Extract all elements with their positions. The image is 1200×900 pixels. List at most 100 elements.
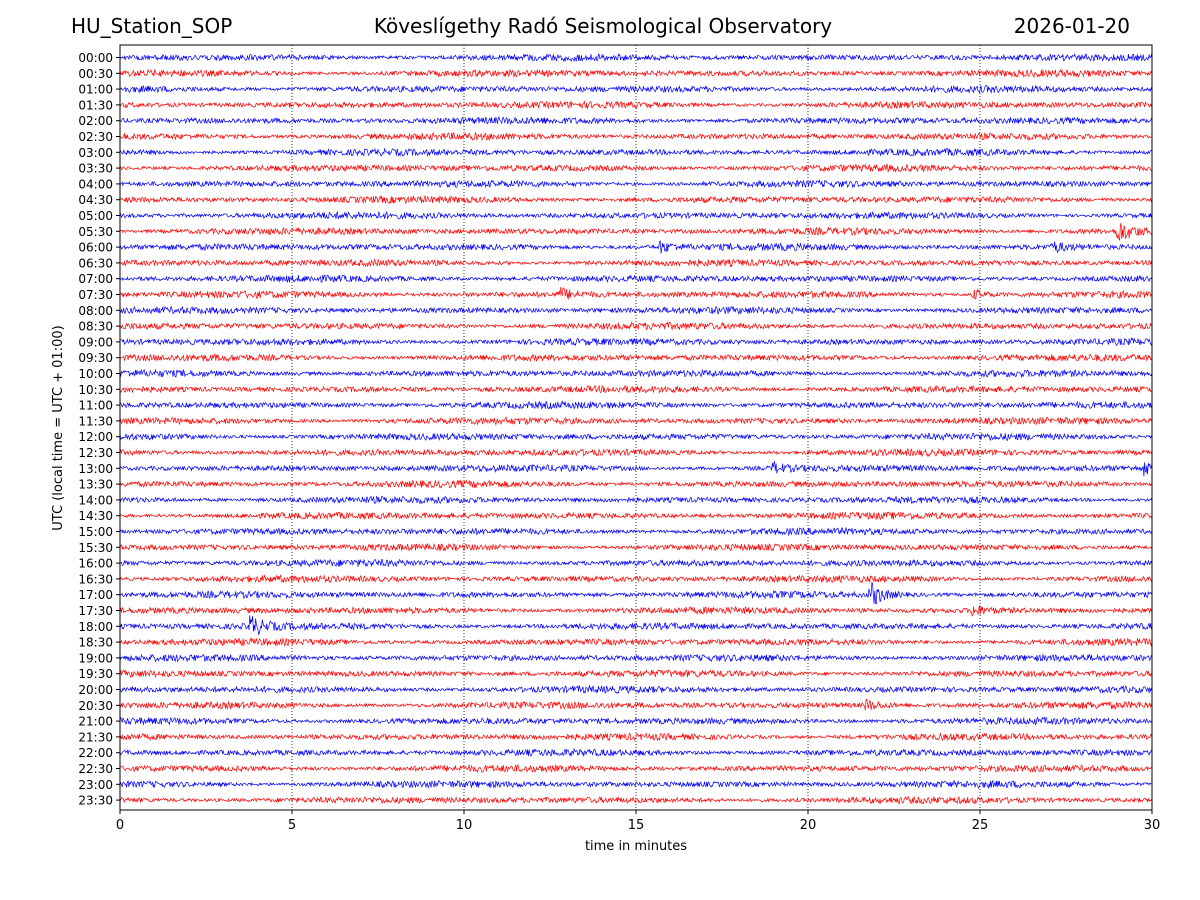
trace-1500 — [119, 526, 1153, 537]
trace-0200 — [119, 116, 1153, 126]
trace-1300 — [119, 460, 1153, 477]
y-tick-label-0530: 05:30 — [78, 225, 113, 239]
trace-1330 — [119, 479, 1153, 489]
y-tick-label-1900: 19:00 — [78, 651, 113, 665]
y-tick-label-2100: 21:00 — [78, 715, 113, 729]
y-tick-label-1630: 16:30 — [78, 572, 113, 586]
y-tick-label-0930: 09:30 — [78, 351, 113, 365]
y-tick-label-2030: 20:30 — [78, 699, 113, 713]
y-tick-label-1200: 12:00 — [78, 430, 113, 444]
y-tick-label-2300: 23:00 — [78, 778, 113, 792]
y-tick-label-0730: 07:30 — [78, 288, 113, 302]
trace-1900 — [119, 653, 1153, 663]
trace-0030 — [119, 68, 1153, 78]
y-tick-label-0400: 04:00 — [78, 177, 113, 191]
y-tick-label-1230: 12:30 — [78, 446, 113, 460]
trace-1130 — [119, 416, 1153, 426]
trace-2330 — [119, 795, 1153, 805]
trace-0930 — [119, 353, 1153, 363]
y-tick-label-1000: 10:00 — [78, 367, 113, 381]
station-label: HU_Station_SOP — [71, 14, 233, 38]
trace-1730 — [119, 605, 1153, 617]
y-tick-label-2230: 22:30 — [78, 762, 113, 776]
x-tick-label-25: 25 — [972, 818, 989, 833]
x-tick-label-0: 0 — [116, 818, 124, 833]
trace-0500 — [119, 210, 1153, 220]
trace-1530 — [119, 542, 1153, 552]
x-tick-label-10: 10 — [456, 818, 473, 833]
y-tick-label-1930: 19:30 — [78, 667, 113, 681]
trace-0700 — [119, 274, 1153, 284]
x-tick-label-20: 20 — [800, 818, 817, 833]
y-tick-label-0500: 05:00 — [78, 209, 113, 223]
y-tick-label-0830: 08:30 — [78, 320, 113, 334]
y-tick-label-2200: 22:00 — [78, 746, 113, 760]
trace-1000 — [119, 368, 1153, 378]
trace-1700 — [119, 582, 1153, 605]
trace-1030 — [119, 384, 1153, 394]
trace-1800 — [119, 615, 1153, 636]
trace-0830 — [119, 321, 1153, 331]
y-tick-label-0630: 06:30 — [78, 256, 113, 270]
y-tick-label-2130: 21:30 — [78, 730, 113, 744]
y-tick-label-0200: 02:00 — [78, 114, 113, 128]
trace-0430 — [119, 194, 1153, 204]
y-tick-label-0900: 09:00 — [78, 335, 113, 349]
y-tick-label-1800: 18:00 — [78, 620, 113, 634]
trace-1830 — [119, 637, 1153, 647]
y-tick-label-1400: 14:00 — [78, 493, 113, 507]
trace-0330 — [119, 163, 1153, 174]
y-tick-label-1030: 10:30 — [78, 383, 113, 397]
y-tick-label-0700: 07:00 — [78, 272, 113, 286]
trace-0100 — [119, 84, 1153, 94]
y-tick-label-1330: 13:30 — [78, 478, 113, 492]
chart-title: Köveslígethy Radó Seismological Observat… — [373, 14, 833, 38]
x-tick-label-5: 5 — [288, 818, 296, 833]
y-tick-label-1100: 11:00 — [78, 399, 113, 413]
y-axis-label: UTC (local time = UTC + 01:00) — [51, 325, 66, 530]
y-tick-label-0800: 08:00 — [78, 304, 113, 318]
trace-0400 — [119, 179, 1153, 189]
trace-0900 — [119, 337, 1153, 347]
y-tick-label-1430: 14:30 — [78, 509, 113, 523]
trace-0130 — [119, 100, 1153, 110]
y-tick-label-2330: 23:30 — [78, 794, 113, 808]
date-label: 2026-01-20 — [1013, 14, 1130, 38]
x-tick-label-15: 15 — [628, 818, 645, 833]
trace-2030 — [119, 698, 1153, 711]
y-tick-label-1530: 15:30 — [78, 541, 113, 555]
y-tick-label-2000: 20:00 — [78, 683, 113, 697]
trace-1200 — [119, 432, 1153, 442]
y-tick-label-1830: 18:30 — [78, 636, 113, 650]
y-tick-label-1730: 17:30 — [78, 604, 113, 618]
trace-0600 — [119, 240, 1153, 254]
trace-2130 — [119, 732, 1153, 742]
trace-2230 — [119, 763, 1153, 774]
y-tick-label-1500: 15:00 — [78, 525, 113, 539]
y-tick-label-1700: 17:00 — [78, 588, 113, 602]
trace-2300 — [119, 779, 1153, 790]
y-tick-label-0030: 00:30 — [78, 67, 113, 81]
trace-2200 — [119, 747, 1153, 757]
trace-0230 — [119, 131, 1153, 141]
y-tick-label-0230: 02:30 — [78, 130, 113, 144]
trace-1400 — [119, 495, 1153, 505]
trace-0530 — [119, 222, 1153, 241]
trace-0000 — [119, 53, 1153, 63]
trace-0730 — [119, 287, 1153, 300]
y-tick-label-0100: 01:00 — [78, 83, 113, 97]
trace-1630 — [119, 574, 1153, 584]
trace-1930 — [119, 669, 1153, 679]
x-tick-label-30: 30 — [1144, 818, 1161, 833]
y-tick-label-0300: 03:00 — [78, 146, 113, 160]
trace-1430 — [119, 511, 1153, 521]
trace-1230 — [119, 448, 1153, 458]
y-tick-label-0430: 04:30 — [78, 193, 113, 207]
trace-2000 — [119, 684, 1153, 694]
trace-2100 — [119, 716, 1153, 726]
y-tick-label-0000: 00:00 — [78, 51, 113, 65]
trace-0800 — [119, 306, 1153, 316]
y-tick-label-1130: 11:30 — [78, 414, 113, 428]
y-tick-label-1300: 13:00 — [78, 462, 113, 476]
